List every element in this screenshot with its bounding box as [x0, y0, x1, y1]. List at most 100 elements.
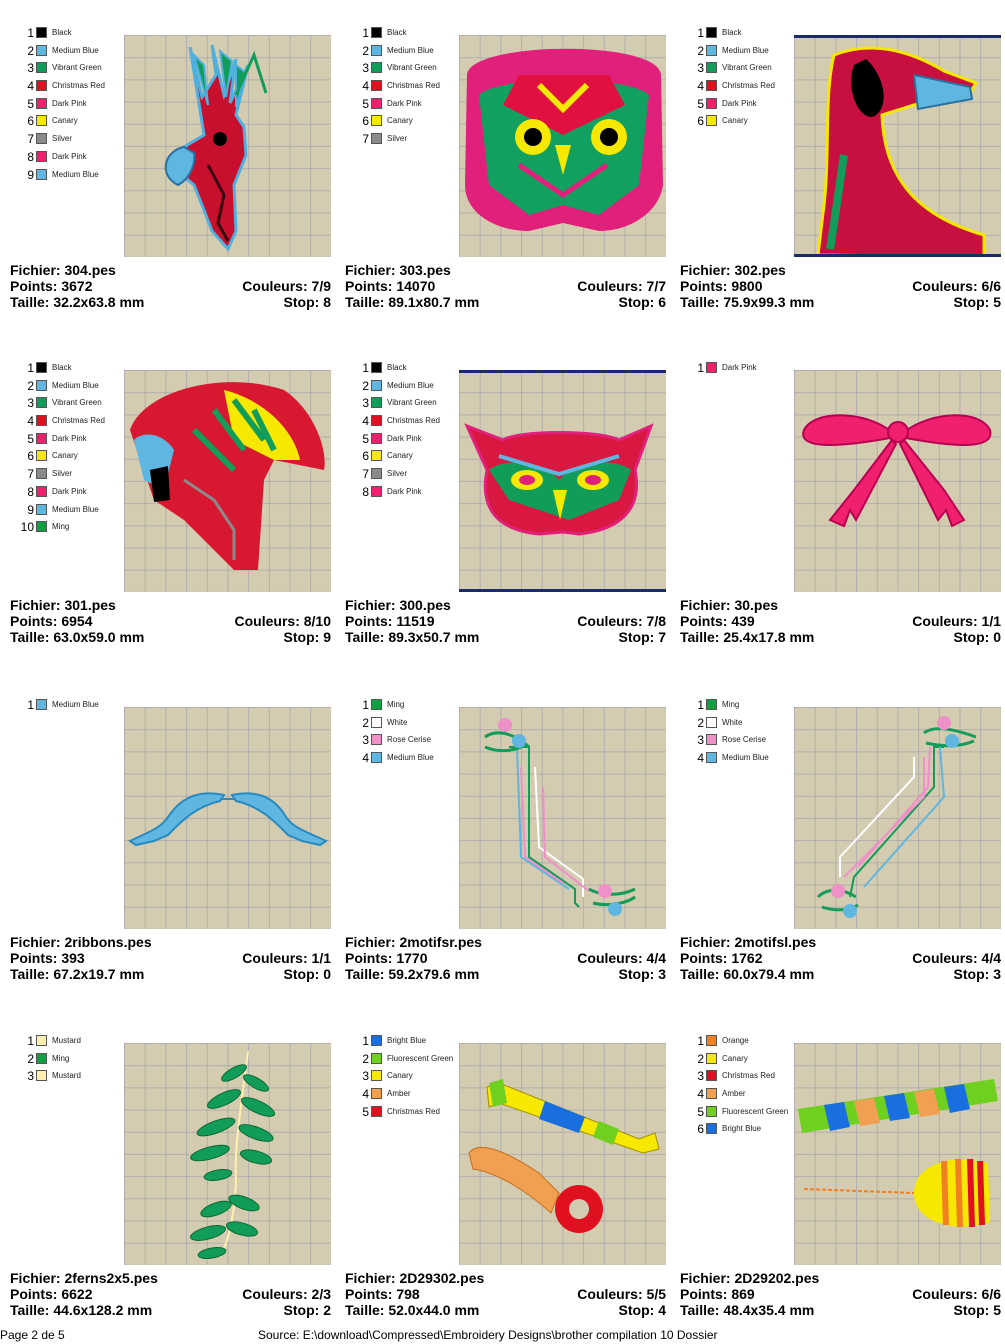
thread-color-swatch [36, 379, 47, 391]
colors-count: Couleurs: 2/3 [242, 1286, 331, 1302]
design-info: Fichier: 2D29202.pes Points: 869 Couleur… [680, 1270, 1001, 1318]
design-size: Taille: 75.9x99.3 mm [680, 294, 815, 310]
thread-color-name: Black [387, 363, 407, 372]
thread-color-row: 3 Vibrant Green [684, 61, 794, 79]
thread-color-row: 10 Ming [14, 520, 124, 538]
embroidery-artwork [816, 716, 977, 918]
thread-color-name: Dark Pink [52, 433, 87, 443]
design-card: 1 Medium Blue Fichier: 2ribbons.pes Point… [10, 681, 340, 982]
thread-color-swatch [371, 27, 382, 38]
thread-color-name: Silver [52, 469, 73, 479]
thread-color-swatch [706, 27, 717, 38]
embroidery-artwork [802, 414, 992, 528]
thread-color-swatch [706, 1070, 717, 1082]
thread-color-row: 3 Christmas Red [684, 1069, 794, 1087]
stop-count: Stop: 3 [953, 966, 1001, 982]
thread-color-number: 1 [362, 361, 369, 375]
thread-color-name: Medium Blue [387, 753, 434, 763]
design-size: Taille: 60.0x79.4 mm [680, 966, 815, 982]
file-row: Fichier: 30.pes [680, 597, 1001, 613]
size-row: Taille: 60.0x79.4 mm Stop: 3 [680, 966, 1001, 982]
points-row: Points: 3672 Couleurs: 7/9 [10, 278, 331, 294]
thread-color-swatch [706, 1088, 717, 1100]
colors-count: Couleurs: 4/4 [912, 950, 1001, 966]
thread-color-number: 3 [362, 733, 369, 748]
thread-color-number: 3 [362, 61, 369, 76]
thread-color-number: 4 [697, 1087, 704, 1102]
thread-color-name: Medium Blue [52, 700, 99, 709]
size-row: Taille: 52.0x44.0 mm Stop: 4 [345, 1302, 666, 1318]
thread-color-row: 2 Fluorescent Green [349, 1052, 459, 1070]
thread-color-name: Rose Cerise [722, 735, 767, 745]
file-name: Fichier: 30.pes [680, 597, 779, 613]
thread-color-swatch [371, 397, 382, 409]
embroidery-artwork [484, 718, 636, 916]
thread-color-number: 1 [27, 698, 34, 712]
points-count: Points: 1770 [345, 950, 428, 966]
file-name: Fichier: 2D29202.pes [680, 1270, 820, 1286]
stop-count: Stop: 9 [283, 629, 331, 645]
embroidery-preview [124, 370, 331, 592]
thread-color-swatch [706, 1035, 717, 1046]
thread-color-row: 3 Vibrant Green [349, 61, 459, 79]
embroidery-artwork [130, 382, 325, 570]
thread-color-row: 7 Silver [14, 132, 124, 150]
thread-color-swatch [36, 27, 47, 38]
thread-color-row: 4 Medium Blue [349, 751, 459, 769]
thread-color-number: 9 [27, 502, 34, 517]
thread-color-name: Medium Blue [387, 380, 434, 390]
thread-color-number: 2 [362, 378, 369, 393]
thread-color-name: Medium Blue [722, 753, 769, 763]
thread-color-number: 4 [697, 751, 704, 766]
thread-color-number: 6 [27, 449, 34, 464]
thread-color-number: 10 [20, 520, 34, 535]
size-row: Taille: 89.1x80.7 mm Stop: 6 [345, 294, 666, 310]
file-name: Fichier: 302.pes [680, 262, 786, 278]
design-info: Fichier: 304.pes Points: 3672 Couleurs: … [10, 262, 331, 310]
design-card: 1 Black 2 Medium Blue 3 Vibrant Green 4 Christm… [10, 9, 340, 310]
thread-color-row: 1 Ming [684, 698, 794, 716]
thread-color-row: 7 Silver [349, 132, 459, 150]
file-row: Fichier: 2ribbons.pes [10, 934, 331, 950]
size-row: Taille: 44.6x128.2 mm Stop: 2 [10, 1302, 331, 1318]
thread-color-swatch [371, 716, 382, 728]
points-row: Points: 6954 Couleurs: 8/10 [10, 613, 331, 629]
design-size: Taille: 63.0x59.0 mm [10, 629, 145, 645]
thread-color-legend: 1 Ming 2 White 3 Rose Cerise 4 Medium Blue [684, 698, 794, 769]
design-card: 1 Mustard 2 Ming 3 Mustard Fichier: 2ferns2x5… [10, 1017, 340, 1318]
thread-color-row: 3 Vibrant Green [14, 396, 124, 414]
thread-color-row: 2 White [684, 716, 794, 734]
thread-color-name: Medium Blue [52, 45, 99, 55]
thread-color-name: Ming [387, 700, 405, 709]
thread-color-swatch [706, 80, 717, 92]
thread-color-swatch [36, 168, 47, 180]
points-row: Points: 1762 Couleurs: 4/4 [680, 950, 1001, 966]
thread-color-name: Mustard [52, 1071, 81, 1081]
thread-color-row: 5 Christmas Red [349, 1105, 459, 1123]
thread-color-swatch [706, 97, 717, 109]
design-info: Fichier: 2D29302.pes Points: 798 Couleur… [345, 1270, 666, 1318]
embroidery-preview [124, 707, 331, 929]
thread-color-number: 2 [362, 715, 369, 730]
size-row: Taille: 25.4x17.8 mm Stop: 0 [680, 629, 1001, 645]
embroidery-artwork [164, 44, 268, 252]
thread-color-row: 2 Medium Blue [349, 44, 459, 62]
thread-color-number: 5 [697, 96, 704, 111]
thread-color-row: 7 Silver [349, 467, 459, 485]
file-name: Fichier: 304.pes [10, 262, 116, 278]
thread-color-name: Medium Blue [722, 45, 769, 55]
thread-color-swatch [371, 1105, 382, 1117]
thread-color-number: 1 [362, 26, 369, 40]
thread-color-row: 6 Canary [14, 114, 124, 132]
thread-color-swatch [706, 362, 717, 373]
thread-color-swatch [706, 1123, 717, 1135]
thread-color-number: 2 [27, 1051, 34, 1066]
thread-color-name: Orange [722, 1036, 749, 1045]
thread-color-row: 1 Black [684, 26, 794, 44]
design-size: Taille: 59.2x79.6 mm [345, 966, 480, 982]
thread-color-row: 1 Dark Pink [684, 361, 794, 379]
thread-color-number: 3 [697, 733, 704, 748]
design-card: 1 Black 2 Medium Blue 3 Vibrant Green 4 Christm… [10, 344, 340, 645]
thread-color-number: 1 [697, 1034, 704, 1048]
file-row: Fichier: 2D29202.pes [680, 1270, 1001, 1286]
